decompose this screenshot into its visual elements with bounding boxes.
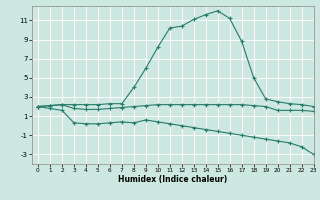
X-axis label: Humidex (Indice chaleur): Humidex (Indice chaleur) [118, 175, 228, 184]
